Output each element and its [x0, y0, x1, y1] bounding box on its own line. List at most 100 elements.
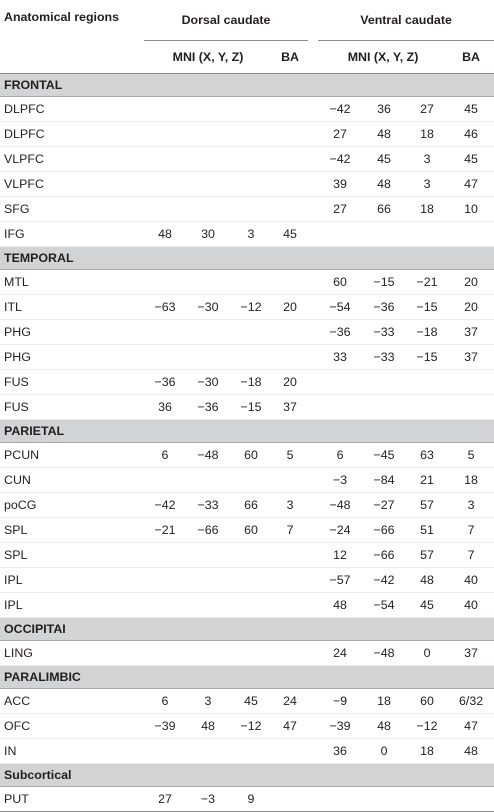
region-cell: DLPFC [0, 121, 144, 147]
dorsal-value-cell [186, 121, 230, 147]
dorsal-value-cell [272, 344, 309, 370]
ventral-value-cell [362, 221, 407, 247]
ventral-value-cell: 45 [448, 146, 494, 172]
ventral-value-cell: 45 [362, 146, 407, 172]
ventral-value-cell: 12 [318, 542, 363, 568]
ventral-value-cell [318, 221, 363, 247]
dorsal-value-cell [272, 171, 309, 197]
dorsal-value-cell [272, 738, 309, 764]
region-cell: IN [0, 738, 144, 764]
ventral-value-cell: −36 [318, 319, 363, 345]
ventral-value-cell [362, 786, 407, 812]
dorsal-value-cell [144, 121, 186, 147]
region-cell: SPL [0, 517, 144, 543]
ventral-value-cell: −66 [362, 517, 407, 543]
ventral-value-cell: 37 [448, 640, 494, 666]
dorsal-value-cell: 37 [272, 394, 309, 420]
dorsal-value-cell: 66 [230, 492, 272, 518]
ventral-value-cell: −21 [406, 269, 449, 295]
section-label: TEMPORAL [0, 246, 494, 270]
section-header: FRONTAL [0, 73, 494, 97]
dorsal-value-cell [230, 96, 272, 122]
dorsal-value-cell: 3 [186, 688, 230, 714]
table-row: PHG −36 −33 −18 37 [0, 319, 494, 345]
ventral-value-cell: 27 [318, 196, 363, 222]
ventral-value-cell: −27 [362, 492, 407, 518]
dorsal-value-cell [144, 96, 186, 122]
region-cell: VLPFC [0, 171, 144, 197]
ventral-value-cell: −54 [362, 592, 407, 618]
dorsal-value-cell [272, 196, 309, 222]
ventral-value-cell: 6 [318, 442, 363, 468]
table-row: VLPFC 39 48 3 47 [0, 171, 494, 197]
ventral-value-cell: 45 [406, 592, 449, 618]
dorsal-value-cell [230, 344, 272, 370]
dorsal-caudate-header: Dorsal caudate [144, 0, 309, 41]
dorsal-value-cell [186, 196, 230, 222]
column-gap [308, 688, 319, 714]
region-cell: SFG [0, 196, 144, 222]
region-cell: ACC [0, 688, 144, 714]
column-gap [308, 96, 319, 122]
dorsal-value-cell [230, 467, 272, 493]
ventral-value-cell: 51 [406, 517, 449, 543]
ventral-value-cell: −9 [318, 688, 363, 714]
column-gap [308, 738, 319, 764]
section-label: OCCIPITAI [0, 617, 494, 641]
dorsal-value-cell [186, 592, 230, 618]
dorsal-value-cell [272, 542, 309, 568]
table-row: ITL −63 −30 −12 20 −54 −36 −15 20 [0, 294, 494, 320]
dorsal-value-cell: 47 [272, 713, 309, 739]
column-gap [308, 269, 319, 295]
dorsal-value-cell: 27 [144, 786, 186, 812]
dorsal-value-cell: −15 [230, 394, 272, 420]
column-gap [308, 567, 319, 593]
dorsal-value-cell [186, 467, 230, 493]
dorsal-value-cell [144, 567, 186, 593]
ventral-value-cell: 3 [406, 146, 449, 172]
ventral-value-cell: 20 [448, 269, 494, 295]
dorsal-mni-header: MNI (X, Y, Z) [144, 40, 272, 74]
region-cell: DLPFC [0, 96, 144, 122]
column-gap [308, 294, 319, 320]
ventral-value-cell: −42 [318, 146, 363, 172]
ventral-value-cell [406, 221, 449, 247]
ventral-value-cell: 48 [362, 121, 407, 147]
dorsal-value-cell [272, 121, 309, 147]
column-gap [308, 713, 319, 739]
dorsal-value-cell [144, 196, 186, 222]
section-label: PARIETAL [0, 419, 494, 443]
ventral-value-cell [448, 369, 494, 395]
ventral-value-cell: −33 [362, 319, 407, 345]
section-header: TEMPORAL [0, 246, 494, 270]
dorsal-value-cell [144, 738, 186, 764]
ventral-value-cell: 39 [318, 171, 363, 197]
dorsal-value-cell: 24 [272, 688, 309, 714]
table-row: IPL 48 −54 45 40 [0, 592, 494, 618]
dorsal-value-cell: 48 [186, 713, 230, 739]
ventral-value-cell: 3 [448, 492, 494, 518]
ventral-value-cell: 18 [406, 196, 449, 222]
ventral-value-cell: −39 [318, 713, 363, 739]
ventral-value-cell: −15 [362, 269, 407, 295]
dorsal-value-cell [144, 467, 186, 493]
ventral-value-cell: −12 [406, 713, 449, 739]
ventral-value-cell: −15 [406, 344, 449, 370]
table-row: ACC 6 3 45 24 −9 18 60 6/32 [0, 688, 494, 714]
column-gap [308, 786, 319, 812]
table-row: IPL −57 −42 48 40 [0, 567, 494, 593]
ventral-value-cell: 7 [448, 517, 494, 543]
column-gap [308, 196, 319, 222]
dorsal-value-cell: 48 [144, 221, 186, 247]
ventral-value-cell: 18 [406, 738, 449, 764]
column-gap [308, 344, 319, 370]
ventral-value-cell: 0 [406, 640, 449, 666]
section-header: PARALIMBIC [0, 665, 494, 689]
dorsal-value-cell [272, 786, 309, 812]
dorsal-value-cell [186, 344, 230, 370]
dorsal-value-cell: 45 [230, 688, 272, 714]
region-cell: VLPFC [0, 146, 144, 172]
ventral-value-cell: 33 [318, 344, 363, 370]
ventral-value-cell: 7 [448, 542, 494, 568]
dorsal-value-cell [230, 269, 272, 295]
